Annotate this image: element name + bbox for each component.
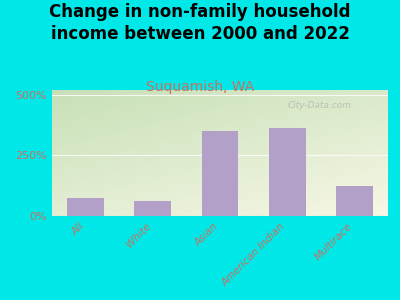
Bar (336, 186, 373, 216)
Bar (269, 128, 306, 216)
Bar (67, 198, 104, 216)
Text: Suquamish, WA: Suquamish, WA (146, 80, 254, 94)
Bar (134, 201, 171, 216)
Text: City-Data.com: City-Data.com (287, 100, 351, 109)
Bar (202, 131, 238, 216)
Text: Change in non-family household
income between 2000 and 2022: Change in non-family household income be… (49, 3, 351, 43)
